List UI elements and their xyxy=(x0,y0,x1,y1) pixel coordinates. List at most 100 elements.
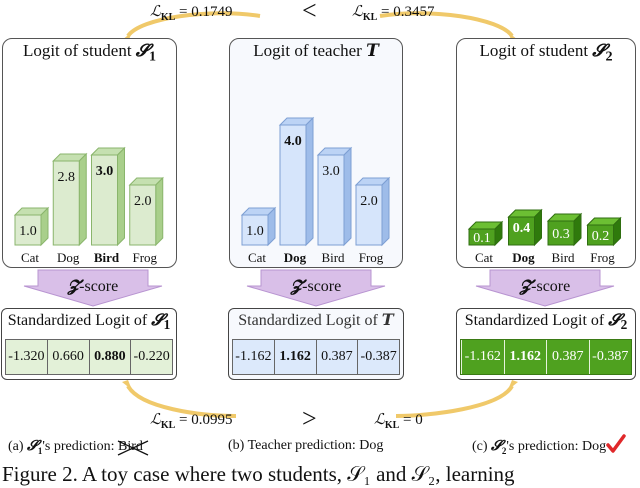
figure-caption-line: Figure 2. A toy case where two students,… xyxy=(2,462,515,486)
kl-symbol: ℒ xyxy=(150,410,161,428)
bar-value-label: 1.0 xyxy=(246,224,264,239)
bar-value-label: 2.8 xyxy=(58,170,76,185)
panel-student-1: Logit of student 𝓢1 1.0 Cat 2.8 Dog 3.0 Bird 2… xyxy=(2,38,177,268)
standardized-student-2: Standardized Logit of 𝓢2 -1.162 1.162 0.38… xyxy=(456,308,636,380)
zscore-text: -score xyxy=(531,278,571,295)
bar-value-label: 0.3 xyxy=(552,227,570,242)
bar-category-label: Bird xyxy=(551,250,575,265)
kl-top-right: ℒKL = 0.3457 xyxy=(352,2,434,23)
student-sub: 2 xyxy=(501,445,507,456)
teacher-symbol: T xyxy=(366,41,379,61)
kl-bottom-arrows xyxy=(122,380,518,418)
bar-dog xyxy=(278,116,315,247)
kl-top-comparator: < xyxy=(302,0,317,25)
kl-bottom-left-value: = 0.0995 xyxy=(179,412,233,428)
bar-value-label: 2.0 xyxy=(360,194,378,209)
standardized-student-1: Standardized Logit of 𝓢1 -1.320 0.660 0.88… xyxy=(1,308,177,380)
student-symbol: 𝓢 xyxy=(135,41,149,61)
bar-value-label: 4.0 xyxy=(284,134,302,149)
std-title-text: Standardized Logit of xyxy=(238,312,378,329)
bar-category-label: Dog xyxy=(512,250,535,265)
student-sub: 1 xyxy=(37,445,43,456)
bar-cat xyxy=(467,220,504,247)
std-cell: 0.660 xyxy=(46,340,89,374)
kl-top-left-value: = 0.1749 xyxy=(179,4,233,20)
kl-symbol: ℒ xyxy=(374,410,385,428)
std-cell: -1.162 xyxy=(461,340,504,374)
std-cell: 0.387 xyxy=(546,340,589,374)
student-sub: 2 xyxy=(605,48,613,65)
kl-top-right-value: = 0.3457 xyxy=(381,4,435,20)
caption-a-prefix: (a) xyxy=(8,439,24,454)
kl-bottom-right-value: = 0 xyxy=(403,412,423,428)
std-cell: -1.320 xyxy=(8,349,45,364)
zscore-label-2: 𝓩-score xyxy=(256,276,376,296)
student-sub: 1 xyxy=(148,48,157,65)
zscore-arrow-2 xyxy=(246,269,386,307)
bar-value-label: 2.0 xyxy=(134,194,152,209)
student-symbol: 𝓢 xyxy=(151,310,164,329)
student-symbol: 𝓢 xyxy=(27,438,38,454)
bar-frog xyxy=(354,176,391,247)
caption-c: (c) 𝓢2's prediction: Dog xyxy=(472,434,626,456)
z-symbol: 𝓩 xyxy=(290,276,303,295)
bar-category-label: Frog xyxy=(132,250,157,265)
zscore-arrow-3 xyxy=(475,269,615,307)
bar-dog xyxy=(52,152,88,247)
bar-value-label: 1.0 xyxy=(19,224,37,239)
panel-title: Logit of teacher T xyxy=(230,41,402,61)
bar-value-label: 0.1 xyxy=(473,231,491,246)
bar-category-label: Bird xyxy=(321,250,345,265)
std-cell: 0.387 xyxy=(315,340,358,374)
zscore-text: -score xyxy=(79,278,119,295)
bar-category-label: Cat xyxy=(475,250,493,265)
bar-chart-teacher: 1.0 Cat 4.0 Dog 3.0 Bird 2.0 Frog xyxy=(240,116,391,265)
zscore-arrows xyxy=(23,269,615,307)
std-title: Standardized Logit of 𝓢1 xyxy=(2,310,176,333)
bar-frog xyxy=(128,176,164,247)
std-title-text: Standardized Logit of xyxy=(464,312,605,329)
bar-category-label: Dog xyxy=(284,250,307,265)
bar-frog xyxy=(586,216,622,247)
panel-title: Logit of student 𝓢2 xyxy=(457,41,635,65)
wrong-prediction: Bird xyxy=(117,439,149,456)
kl-bottom-comparator: > xyxy=(302,404,317,433)
student-sub: 1 xyxy=(163,317,171,333)
bar-value-label: 0.4 xyxy=(513,221,531,236)
zscore-label-3: 𝓩-score xyxy=(485,276,605,296)
cross-out-icon xyxy=(117,440,149,456)
bar-bird xyxy=(546,212,583,247)
panel-title-text: Logit of student xyxy=(22,41,132,60)
bar-category-label: Frog xyxy=(359,250,384,265)
panel-title-text: Logit of student xyxy=(479,41,589,60)
bar-chart-student-2: 0.1 Cat 0.4 Dog 0.3 Bird 0.2 Frog xyxy=(467,208,622,265)
kl-sub: KL xyxy=(362,12,378,23)
kl-sub: KL xyxy=(160,12,176,23)
kl-sub: KL xyxy=(384,420,400,431)
std-cell: -1.162 xyxy=(235,349,272,364)
caption-c-text: 's prediction: Dog xyxy=(506,439,607,454)
bar-dog xyxy=(507,208,543,247)
caption-a: (a) 𝓢1's prediction: Bird xyxy=(8,438,149,456)
kl-top-left: ℒKL = 0.1749 xyxy=(150,2,232,23)
std-cells: -1.162 1.162 0.387 -0.387 xyxy=(460,339,632,375)
bar-chart-student-1: 1.0 Cat 2.8 Dog 3.0 Bird 2.0 Frog xyxy=(13,146,164,265)
std-title: Standardized Logit of T xyxy=(229,310,403,330)
std-cells: -1.162 1.162 0.387 -0.387 xyxy=(232,339,400,375)
std-cell: -0.387 xyxy=(588,340,632,374)
zscore-text: -score xyxy=(302,278,342,295)
caption-b: (b) Teacher prediction: Dog xyxy=(228,438,384,453)
z-symbol: 𝓩 xyxy=(67,276,80,295)
student-symbol: 𝓢 xyxy=(491,438,502,454)
std-cell: 1.162 xyxy=(503,340,547,374)
std-cell: 1.162 xyxy=(273,340,316,374)
teacher-symbol: T xyxy=(381,310,394,329)
caption-a-text: 's prediction: xyxy=(42,439,115,454)
std-cell: -0.220 xyxy=(130,340,172,374)
bar-category-label: Dog xyxy=(57,250,80,265)
panel-title-text: Logit of teacher xyxy=(253,41,362,60)
std-title: Standardized Logit of 𝓢2 xyxy=(457,310,635,333)
student-sub: 2 xyxy=(620,317,628,333)
bar-value-label: 0.2 xyxy=(592,229,610,244)
